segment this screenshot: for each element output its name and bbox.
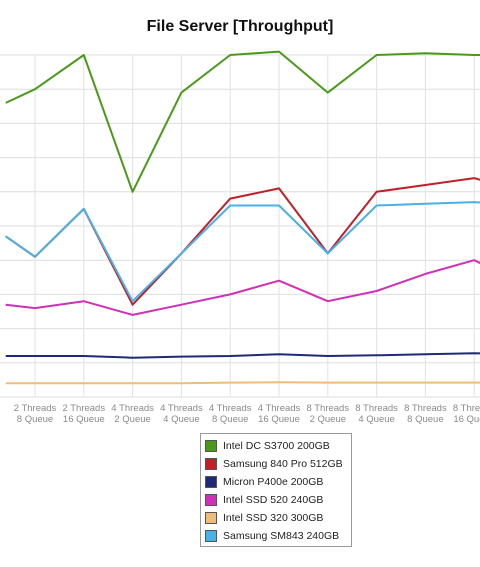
x-tick-label: 8 Threads 8 Queue <box>404 403 447 425</box>
legend-label: Intel SSD 520 240GB <box>223 494 324 506</box>
legend-item: Samsung SM843 240GB <box>205 527 351 545</box>
legend-label: Intel SSD 320 300GB <box>223 512 324 524</box>
legend-item: Intel SSD 520 240GB <box>205 491 351 509</box>
legend-label: Samsung 840 Pro 512GB <box>223 458 343 470</box>
x-tick-label: 4 Threads 2 Queue <box>111 403 154 425</box>
series-line <box>5 50 480 193</box>
legend-item: Intel SSD 320 300GB <box>205 509 351 527</box>
legend-swatch <box>205 512 217 524</box>
legend-swatch <box>205 458 217 470</box>
x-tick-label: 4 Threads 16 Queue <box>258 403 301 425</box>
legend-item: Samsung 840 Pro 512GB <box>205 455 351 473</box>
x-tick-label: 2 Threads 8 Queue <box>14 403 57 425</box>
legend-swatch <box>205 440 217 452</box>
series-line <box>5 259 480 316</box>
series-line <box>5 381 480 385</box>
legend-swatch <box>205 530 217 542</box>
legend-item: Intel DC S3700 200GB <box>205 437 351 455</box>
x-tick-label: 8 Threads 2 Queue <box>306 403 349 425</box>
x-tick-label: 4 Threads 4 Queue <box>160 403 203 425</box>
legend-label: Samsung SM843 240GB <box>223 530 340 542</box>
x-tick-label: 4 Threads 8 Queue <box>209 403 252 425</box>
series-line <box>5 352 480 359</box>
legend-label: Micron P400e 200GB <box>223 476 324 488</box>
legend: Intel DC S3700 200GB Samsung 840 Pro 512G… <box>200 433 352 547</box>
series-line <box>5 201 480 303</box>
legend-label: Intel DC S3700 200GB <box>223 440 330 452</box>
series-lines <box>5 50 480 385</box>
legend-swatch <box>205 494 217 506</box>
x-tick-label: 8 Threads 4 Queue <box>355 403 398 425</box>
legend-item: Micron P400e 200GB <box>205 473 351 491</box>
x-tick-label: 2 Threads 16 Queue <box>62 403 105 425</box>
grid-lines <box>0 54 480 398</box>
chart-title: File Server [Throughput] <box>146 18 334 35</box>
series-line <box>5 177 480 306</box>
legend-swatch <box>205 476 217 488</box>
